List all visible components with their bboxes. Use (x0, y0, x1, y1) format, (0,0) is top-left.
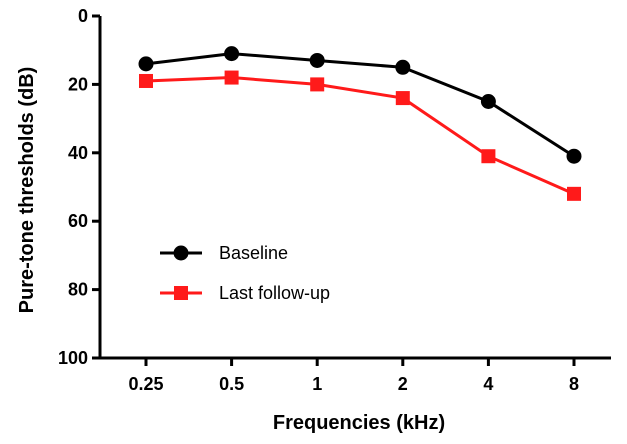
x-tick-label: 4 (483, 374, 493, 394)
x-tick-label: 0.25 (128, 374, 163, 394)
series-layer (138, 46, 582, 201)
x-axis-title: Frequencies (kHz) (273, 412, 445, 434)
x-ticks: 0.25 0.5 1 2 4 8 (128, 358, 579, 394)
series-2 (139, 70, 581, 201)
data-point (224, 46, 240, 62)
data-point (395, 91, 410, 106)
data-point (138, 56, 154, 72)
y-axis-title: Pure-tone thresholds (dB) (16, 67, 38, 314)
x-tick-label: 8 (569, 374, 579, 394)
x-tick-label: 1 (312, 374, 322, 394)
y-tick-label: 80 (68, 280, 88, 300)
data-point (310, 77, 325, 92)
x-tick-label: 2 (398, 374, 408, 394)
data-point (139, 73, 153, 88)
y-tick-label: 0 (78, 6, 88, 26)
data-point (395, 59, 411, 75)
y-tick-label: 20 (68, 74, 88, 94)
y-tick-label: 40 (68, 143, 88, 163)
series-line (145, 76, 575, 196)
legend-item-1: Baseline (160, 243, 288, 263)
series-line (145, 52, 575, 158)
y-tick-label: 100 (58, 348, 88, 368)
legend: Baseline Last follow-up (160, 243, 330, 303)
legend-marker (173, 245, 189, 261)
data-point (567, 186, 581, 201)
data-point (480, 94, 496, 109)
legend-label: Baseline (219, 243, 288, 263)
y-tick-label: 60 (68, 211, 88, 231)
x-tick-label: 0.5 (219, 374, 244, 394)
data-point (224, 70, 239, 85)
legend-label: Last follow-up (219, 283, 330, 303)
data-point (309, 52, 325, 68)
legend-marker (174, 286, 188, 300)
data-point (566, 148, 582, 164)
series-1 (138, 46, 582, 164)
data-point (481, 149, 496, 164)
legend-item-2: Last follow-up (160, 283, 330, 303)
y-ticks: 0 20 40 60 80 100 (58, 6, 100, 368)
axes (98, 16, 611, 360)
